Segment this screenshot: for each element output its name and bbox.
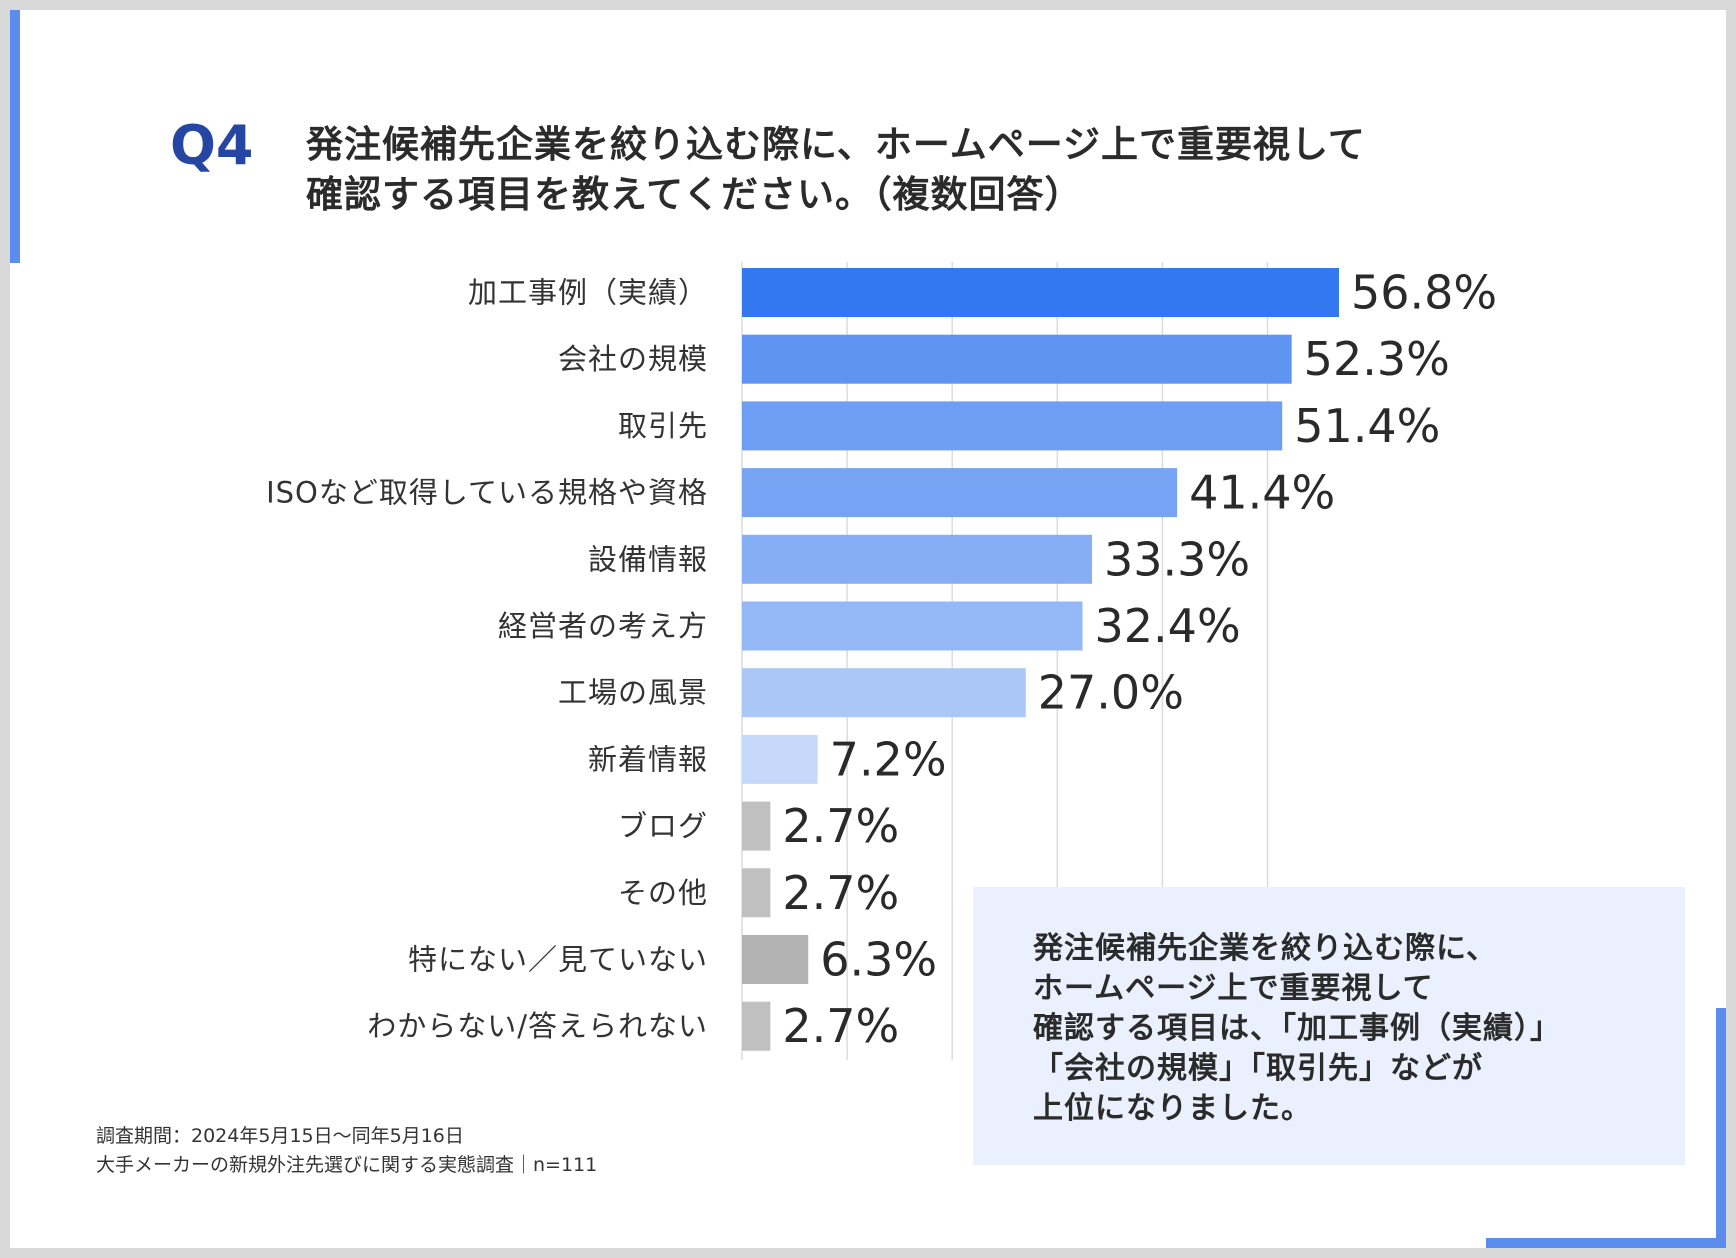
question-number: Q4 bbox=[170, 114, 254, 177]
value-label: 6.3% bbox=[820, 933, 937, 987]
value-label: 2.7% bbox=[782, 866, 899, 920]
value-label: 41.4% bbox=[1189, 466, 1335, 520]
category-label: 会社の規模 bbox=[558, 342, 708, 376]
bar bbox=[742, 734, 818, 784]
category-label: 加工事例（実績） bbox=[468, 276, 708, 310]
survey-period: 調査期間：2024年5月15日～同年5月16日 bbox=[96, 1125, 464, 1147]
value-label: 27.0% bbox=[1038, 666, 1184, 720]
category-label: わからない/答えられない bbox=[367, 1009, 708, 1043]
bar bbox=[742, 868, 771, 918]
category-label: 新着情報 bbox=[588, 742, 708, 776]
bar bbox=[742, 668, 1026, 718]
value-label: 7.2% bbox=[830, 732, 947, 786]
value-label: 52.3% bbox=[1304, 332, 1450, 386]
summary-note-box: 発注候補先企業を絞り込む際に、 ホームページ上で重要視して 確認する項目は、「加… bbox=[973, 887, 1685, 1165]
question-line-1: 発注候補先企業を絞り込む際に、ホームページ上で重要視して bbox=[306, 123, 1366, 166]
chart-value-labels: 56.8% 52.3% 51.4% 41.4% 33.3% 32.4% 27.0% 7.2% 2… bbox=[782, 266, 1497, 1054]
category-label: その他 bbox=[618, 876, 708, 910]
note-line: ホームページ上で重要視して bbox=[1033, 971, 1434, 1006]
survey-footnote: 調査期間：2024年5月15日～同年5月16日 大手メーカーの新規外注先選びに関… bbox=[96, 1122, 597, 1180]
accent-bar-bottom bbox=[1486, 1238, 1726, 1248]
note-line: 「会社の規模」「取引先」などが bbox=[1033, 1051, 1483, 1086]
category-label: 取引先 bbox=[618, 409, 708, 443]
bar bbox=[742, 534, 1092, 584]
bar bbox=[742, 801, 771, 851]
value-label: 32.4% bbox=[1095, 599, 1241, 653]
value-label: 51.4% bbox=[1294, 399, 1440, 453]
chart-bars bbox=[742, 268, 1339, 1051]
question-text: 発注候補先企業を絞り込む際に、ホームページ上で重要視して 確認する項目を教えてく… bbox=[306, 120, 1546, 220]
note-line: 確認する項目は、「加工事例（実績）」 bbox=[1033, 1011, 1561, 1046]
value-label: 2.7% bbox=[782, 999, 899, 1053]
bar bbox=[742, 468, 1178, 518]
question-line-2: 確認する項目を教えてください。（複数回答） bbox=[306, 173, 1083, 216]
bar bbox=[742, 334, 1292, 384]
note-line: 上位になりました。 bbox=[1033, 1091, 1312, 1126]
bar bbox=[742, 401, 1283, 451]
bar bbox=[742, 1001, 771, 1051]
value-label: 2.7% bbox=[782, 799, 899, 853]
category-label: ブログ bbox=[618, 809, 708, 843]
bar bbox=[742, 268, 1339, 317]
accent-bar-left bbox=[10, 10, 20, 263]
note-line: 発注候補先企業を絞り込む際に、 bbox=[1033, 931, 1498, 966]
value-label: 56.8% bbox=[1351, 266, 1497, 320]
category-label: 特にない／見ていない bbox=[408, 943, 708, 977]
bar bbox=[742, 935, 809, 984]
category-label: ISOなど取得している規格や資格 bbox=[266, 476, 708, 510]
bar bbox=[742, 601, 1083, 651]
survey-source: 大手メーカーの新規外注先選びに関する実態調査｜n=111 bbox=[96, 1154, 598, 1176]
category-label: 設備情報 bbox=[588, 542, 708, 576]
category-label: 経営者の考え方 bbox=[498, 609, 708, 643]
accent-bar-right bbox=[1716, 1008, 1726, 1248]
value-label: 33.3% bbox=[1104, 532, 1250, 586]
category-label: 工場の風景 bbox=[558, 676, 708, 710]
slide: Q4 発注候補先企業を絞り込む際に、ホームページ上で重要視して 確認する項目を教… bbox=[10, 10, 1726, 1248]
